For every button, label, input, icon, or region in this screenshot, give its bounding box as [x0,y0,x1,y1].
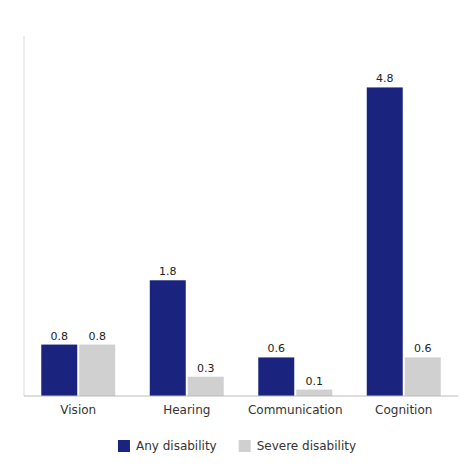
axes: Vision Hearing Communication Cognition [24,36,458,417]
legend-item: Severe disability [239,439,356,453]
x-tick-label: Cognition [375,403,432,417]
data-label: 0.3 [197,362,215,375]
data-label: 1.8 [159,265,177,278]
bar [296,390,332,396]
data-label: 0.6 [414,342,432,355]
legend-item: Any disability [118,439,217,453]
y-axis-line [24,36,25,396]
data-label: 0.1 [305,375,323,388]
legend-swatch [118,440,130,452]
legend-label: Any disability [136,439,217,453]
bar [188,377,224,396]
x-tick-label: Hearing [163,403,210,417]
chart-svg: 0.8 1.8 0.6 4.8 0.8 0.3 0.1 0.6 Vision Hearing Com… [0,0,474,474]
x-tick-label: Vision [60,403,96,417]
x-tick-label: Communication [248,403,343,417]
bar [367,87,403,396]
chart-container: 0.8 1.8 0.6 4.8 0.8 0.3 0.1 0.6 Vision Hearing Com… [0,0,474,474]
x-axis-line [24,396,458,397]
legend-label: Severe disability [257,439,356,453]
data-label: 0.8 [51,330,69,343]
legend-swatch [239,440,251,452]
data-labels: 0.8 1.8 0.6 4.8 0.8 0.3 0.1 0.6 [51,72,432,387]
bar [41,345,77,396]
bars [41,87,440,396]
data-label: 0.8 [88,330,106,343]
bar [405,357,441,396]
bar [79,345,115,396]
bar [150,280,186,396]
legend: Any disability Severe disability [118,439,356,453]
data-label: 4.8 [376,72,394,85]
data-label: 0.6 [268,342,286,355]
bar [258,357,294,396]
